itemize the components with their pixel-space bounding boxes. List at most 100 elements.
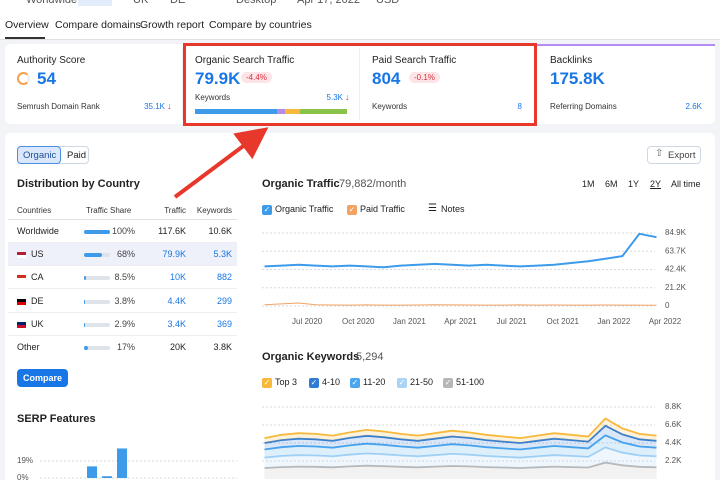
traffic: 117.6K [158,226,186,236]
summary-panel [5,44,715,124]
legend-checkbox[interactable]: ✓ [350,378,360,388]
export-icon: ⇧ [655,148,664,159]
legend-checkbox[interactable]: ✓ [262,205,272,215]
us-highlight [78,0,112,6]
tab[interactable]: Overview [5,19,49,31]
flag [17,275,26,282]
card-sub-label: Keywords [372,102,408,111]
share-track [84,276,110,281]
toggle-option[interactable]: Organic [23,150,57,161]
country: DE [31,295,44,306]
share-track [84,322,110,327]
card-value: 79.9K [195,69,241,88]
card-value: 804 [372,69,401,88]
card-sub-value[interactable]: 8 [517,102,522,111]
keywords[interactable]: 369 [216,318,232,329]
keywords[interactable]: 5.3K [213,249,232,260]
export-button[interactable] [647,146,701,164]
legend-label[interactable]: Organic Traffic [275,204,334,214]
traffic[interactable]: 4.4K [167,295,186,306]
top-bar-item[interactable]: USD [376,0,400,6]
legend-label[interactable]: 51-100 [456,377,485,387]
legend-checkbox[interactable]: ✓ [262,378,272,388]
column-header: Keywords [196,206,232,215]
country: Worldwide [17,226,59,236]
legend-label[interactable]: 21-50 [410,377,434,387]
top-bar-item[interactable]: UK [133,0,149,6]
compare-label[interactable]: Compare [23,373,63,383]
share-bar [84,299,85,304]
range-button[interactable]: 6M [605,179,618,189]
tabs-border [0,39,720,40]
legend-label[interactable]: Paid Traffic [360,204,405,214]
keywords[interactable]: 882 [216,272,232,283]
card-value: 175.8K [550,69,605,88]
share-track [84,299,110,304]
compare-button[interactable] [17,369,68,387]
change-pill: -4.4% [241,72,272,83]
row-rule [8,311,237,313]
share-track [84,346,110,350]
header-rule [8,219,237,220]
share-bar [84,322,85,327]
keywords: 10.6K [208,226,232,236]
column-header: Countries [17,206,52,215]
legend-checkbox[interactable]: ✓ [347,205,357,215]
share-label: 8.5% [114,272,135,283]
share-bar [84,253,102,258]
top-bar-item[interactable]: Apr 17, 2022 [297,0,360,6]
legend-label[interactable]: 4-10 [322,377,341,387]
share-bar [84,276,87,281]
share-bar [84,230,110,234]
traffic[interactable]: 3.4K [167,318,186,329]
section-title: Distribution by Country [17,178,140,190]
legend-label[interactable]: Top 3 [275,377,298,387]
range-button[interactable]: 1M [582,179,595,189]
keywords[interactable]: 299 [216,295,232,306]
legend-checkbox[interactable]: ✓ [309,378,319,388]
traffic[interactable]: 10K [169,272,186,283]
keywords: 3.8K [213,342,232,352]
tab[interactable]: Growth report [140,19,205,31]
tab[interactable]: Compare domains [55,19,141,31]
tab[interactable]: Compare by countries [209,19,312,31]
range-button[interactable]: All time [671,179,701,189]
keyword-strip [285,109,300,114]
page: 84.9K 63.7K 42.4K 21.2K 0 Jul 2020 Oct 2020 Jan… [0,0,720,480]
toggle-option[interactable]: Paid [67,150,87,161]
notes-icon: ☰ [428,203,437,214]
card-sub-value[interactable]: 2.6K [685,102,702,111]
share-label: 3.8% [114,295,135,306]
card-sub-label: Semrush Domain Rank [17,102,100,111]
share-label: 2.9% [114,318,135,329]
top-bar-item[interactable]: Worldwide [26,0,78,6]
top-bar-item[interactable]: DE [170,0,186,6]
flag [17,252,26,259]
export-label[interactable]: Export [668,150,696,161]
card-sub-value[interactable]: 5.3K [326,93,343,102]
card-title: Backlinks [550,55,593,66]
legend-label[interactable]: 11-20 [363,377,386,387]
range-button[interactable]: 1Y [628,179,640,189]
section-title: SERP Features [17,413,96,425]
card-divider [182,48,183,120]
notes-label[interactable]: Notes [441,204,465,214]
change-pill: -0.1% [409,72,440,83]
range-button[interactable]: 2Y [650,179,662,189]
down-arrow: ↓ [345,92,350,102]
share-bar [84,346,89,350]
country: Other [17,342,40,352]
traffic[interactable]: 79.9K [162,249,186,260]
row-rule [8,242,237,243]
legend-checkbox[interactable]: ✓ [397,378,407,388]
country: US [31,249,44,260]
row-rule [8,288,237,290]
toggle-active[interactable] [17,146,61,164]
legend-checkbox[interactable]: ✓ [443,378,453,388]
score-ring [17,72,30,85]
share-label: 100% [111,226,135,236]
card-sub-value[interactable]: 35.1K [144,102,165,111]
row-rule [8,265,237,267]
backlinks-accent [536,44,715,46]
top-bar-item[interactable]: Desktop [236,0,277,6]
